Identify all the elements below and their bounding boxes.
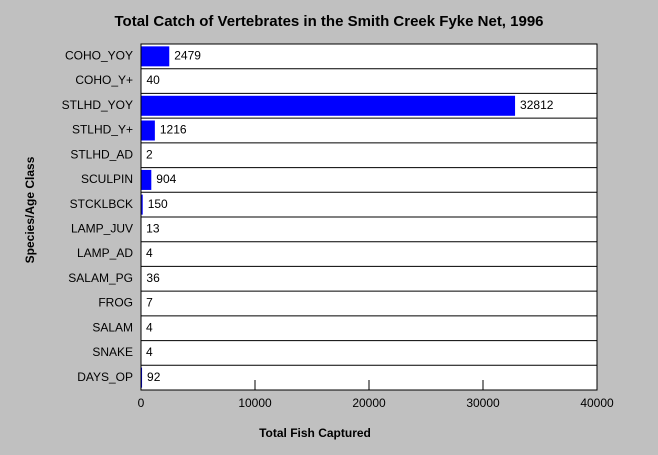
bar — [141, 120, 155, 141]
bar — [141, 367, 143, 388]
x-axis-label: Total Fish Captured — [259, 426, 371, 440]
x-tick-label: 30000 — [466, 396, 500, 410]
value-label: 904 — [156, 172, 176, 186]
y-tick-label: STLHD_Y+ — [72, 123, 133, 137]
value-label: 92 — [147, 370, 161, 384]
y-tick-label: STLHD_YOY — [62, 98, 133, 112]
chart-title: Total Catch of Vertebrates in the Smith … — [114, 13, 543, 30]
value-label: 40 — [146, 73, 160, 87]
y-tick-label: SNAKE — [92, 345, 133, 359]
y-tick-label: COHO_YOY — [65, 49, 133, 63]
value-label: 7 — [146, 296, 153, 310]
value-label: 4 — [146, 345, 153, 359]
value-label: 4 — [146, 246, 153, 260]
y-tick-label: FROG — [98, 296, 133, 310]
bar — [141, 46, 170, 67]
y-tick-label: SALAM_PG — [68, 271, 133, 285]
value-label: 36 — [146, 271, 160, 285]
x-tick-label: 20000 — [352, 396, 386, 410]
bar — [141, 95, 516, 116]
bar — [141, 194, 143, 215]
y-tick-label: STLHD_AD — [70, 147, 133, 161]
x-tick-label: 10000 — [238, 396, 272, 410]
value-label: 2479 — [174, 49, 201, 63]
value-label: 13 — [146, 222, 160, 236]
value-label: 1216 — [160, 123, 187, 137]
x-tick-label: 40000 — [580, 396, 614, 410]
y-axis-label: Species/Age Class — [23, 156, 37, 263]
value-label: 4 — [146, 320, 153, 334]
y-tick-label: LAMP_JUV — [71, 222, 133, 236]
y-tick-label: SCULPIN — [81, 172, 133, 186]
y-tick-label: STCKLBCK — [70, 197, 133, 211]
y-tick-label: COHO_Y+ — [75, 73, 133, 87]
x-tick-label: 0 — [138, 396, 145, 410]
value-label: 32812 — [520, 98, 554, 112]
y-tick-label: LAMP_AD — [77, 246, 133, 260]
y-tick-label: DAYS_OP — [77, 370, 133, 384]
y-tick-label: SALAM — [92, 320, 133, 334]
value-label: 2 — [146, 147, 153, 161]
value-label: 150 — [148, 197, 168, 211]
bar — [141, 169, 152, 190]
